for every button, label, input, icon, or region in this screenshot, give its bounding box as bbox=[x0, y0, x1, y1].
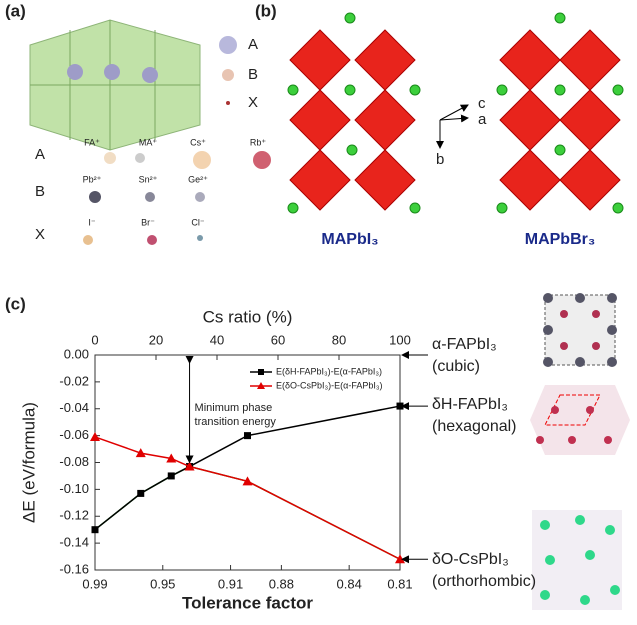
legend-label: E(δO-CsPbI₃)-E(α-FAPbI₃) bbox=[276, 380, 383, 390]
x-tick-label: 0.99 bbox=[82, 576, 107, 591]
x-top-tick-label: 40 bbox=[210, 332, 224, 347]
ion-label: I⁻ bbox=[88, 217, 96, 227]
ion-label: Cl⁻ bbox=[191, 217, 204, 227]
phase-images bbox=[530, 293, 630, 610]
crystal-structures bbox=[287, 12, 624, 214]
point bbox=[90, 431, 100, 441]
point bbox=[242, 476, 253, 486]
y-tick-label: 0.00 bbox=[64, 346, 89, 361]
annotation: Minimum phase bbox=[195, 402, 273, 414]
ion-label: Sn²⁺ bbox=[139, 174, 158, 184]
point bbox=[137, 489, 145, 497]
y-axis-title: ΔE (eV/formula) bbox=[19, 402, 38, 523]
y-tick-label: -0.06 bbox=[59, 427, 89, 442]
point bbox=[91, 526, 99, 534]
legend-label: A bbox=[248, 36, 258, 53]
ion-label: FA⁺ bbox=[84, 137, 100, 147]
y-tick-label: -0.08 bbox=[59, 454, 89, 469]
ion-label: Cs⁺ bbox=[190, 137, 206, 147]
panel-label: (a) bbox=[5, 1, 26, 20]
axis-letter: c bbox=[478, 95, 486, 112]
annotation: transition energy bbox=[195, 416, 277, 428]
x-tick-label: 0.91 bbox=[218, 576, 243, 591]
y-tick-label: -0.16 bbox=[59, 561, 89, 576]
plot: -0.16 -0.14 -0.12 -0.10 -0.08 -0.06 -0.04 -0.02… bbox=[19, 307, 536, 612]
axis-letter: a bbox=[478, 111, 487, 128]
panel-label: (c) bbox=[5, 294, 26, 313]
y-tick-label: -0.04 bbox=[59, 400, 89, 415]
x-tick-label: 0.88 bbox=[269, 576, 294, 591]
ion-label: Br⁻ bbox=[141, 217, 155, 227]
point bbox=[135, 448, 146, 458]
site-legend: ABX bbox=[248, 36, 258, 111]
y-tick-label: -0.12 bbox=[59, 508, 89, 523]
legend-marker bbox=[258, 369, 264, 375]
structure-label: MAPbI₃ bbox=[321, 231, 378, 248]
x-tick-label: 0.84 bbox=[337, 576, 362, 591]
x-axis-title: Tolerance factor bbox=[182, 593, 313, 612]
legend-marker bbox=[257, 382, 265, 389]
structure-label: MAPbBr₃ bbox=[525, 231, 596, 248]
x-top-tick-label: 100 bbox=[389, 332, 411, 347]
phase-structure: (hexagonal) bbox=[432, 418, 517, 435]
point bbox=[396, 402, 404, 410]
phase-name: δO-CsPbI₃ bbox=[432, 551, 509, 568]
site-label: B bbox=[35, 183, 45, 200]
perovskite-illustration bbox=[29, 19, 271, 245]
y-tick-label: -0.02 bbox=[59, 373, 89, 388]
x-top-tick-label: 60 bbox=[271, 332, 285, 347]
ion-label: Rb⁺ bbox=[250, 137, 267, 147]
ion-label: MA⁺ bbox=[139, 137, 158, 147]
legend-label: X bbox=[248, 94, 258, 111]
x-top-tick-label: 20 bbox=[149, 332, 163, 347]
x-top-tick-label: 80 bbox=[332, 332, 346, 347]
series-line bbox=[94, 405, 401, 531]
phase-structure: (cubic) bbox=[432, 358, 480, 375]
y-tick-label: -0.10 bbox=[59, 481, 89, 496]
phase-structure: (orthorhombic) bbox=[432, 573, 536, 590]
panel-label: (b) bbox=[255, 1, 277, 20]
x-tick-label: 0.81 bbox=[387, 576, 412, 591]
series-line bbox=[94, 436, 401, 560]
point bbox=[244, 432, 251, 440]
site-label: A bbox=[35, 146, 45, 163]
ion-label: Ge²⁺ bbox=[188, 174, 208, 184]
x-top-tick-label: 0 bbox=[91, 332, 98, 347]
y-tick-label: -0.14 bbox=[59, 535, 89, 550]
point bbox=[166, 453, 177, 463]
phase-name: α-FAPbI₃ bbox=[432, 336, 497, 353]
site-label: X bbox=[35, 226, 45, 243]
x-top-axis-title: Cs ratio (%) bbox=[203, 307, 293, 326]
axis-letter: b bbox=[436, 151, 444, 168]
ion-label: Pb²⁺ bbox=[83, 174, 102, 184]
lattice-axes bbox=[436, 104, 469, 149]
x-tick-label: 0.95 bbox=[150, 576, 175, 591]
point bbox=[167, 472, 175, 480]
phase-name: δH-FAPbI₃ bbox=[432, 396, 508, 413]
legend-label: E(δH-FAPbI₃)-E(α-FAPbI₃) bbox=[276, 366, 382, 376]
point bbox=[184, 461, 195, 471]
legend-label: B bbox=[248, 66, 258, 83]
ion-table: A FA⁺ MA⁺ Cs⁺ Rb⁺ B Pb²⁺ Sn²⁺ Ge²⁺ X I⁻ Br⁻ Cl⁻ bbox=[35, 137, 266, 243]
